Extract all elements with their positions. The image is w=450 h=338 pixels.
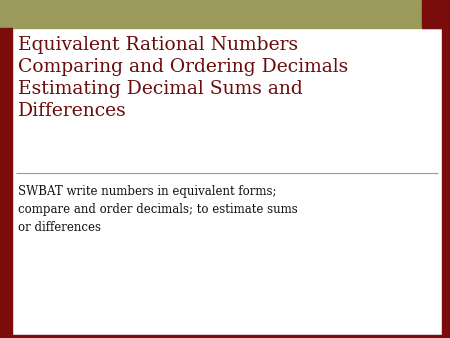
Bar bbox=[442, 28, 450, 338]
Bar bbox=[422, 0, 450, 28]
Bar bbox=[0, 0, 450, 28]
Text: Equivalent Rational Numbers
Comparing and Ordering Decimals
Estimating Decimal S: Equivalent Rational Numbers Comparing an… bbox=[18, 36, 348, 120]
Bar bbox=[0, 335, 450, 338]
Bar bbox=[0, 28, 12, 338]
Text: SWBAT write numbers in equivalent forms;
compare and order decimals; to estimate: SWBAT write numbers in equivalent forms;… bbox=[18, 185, 298, 234]
